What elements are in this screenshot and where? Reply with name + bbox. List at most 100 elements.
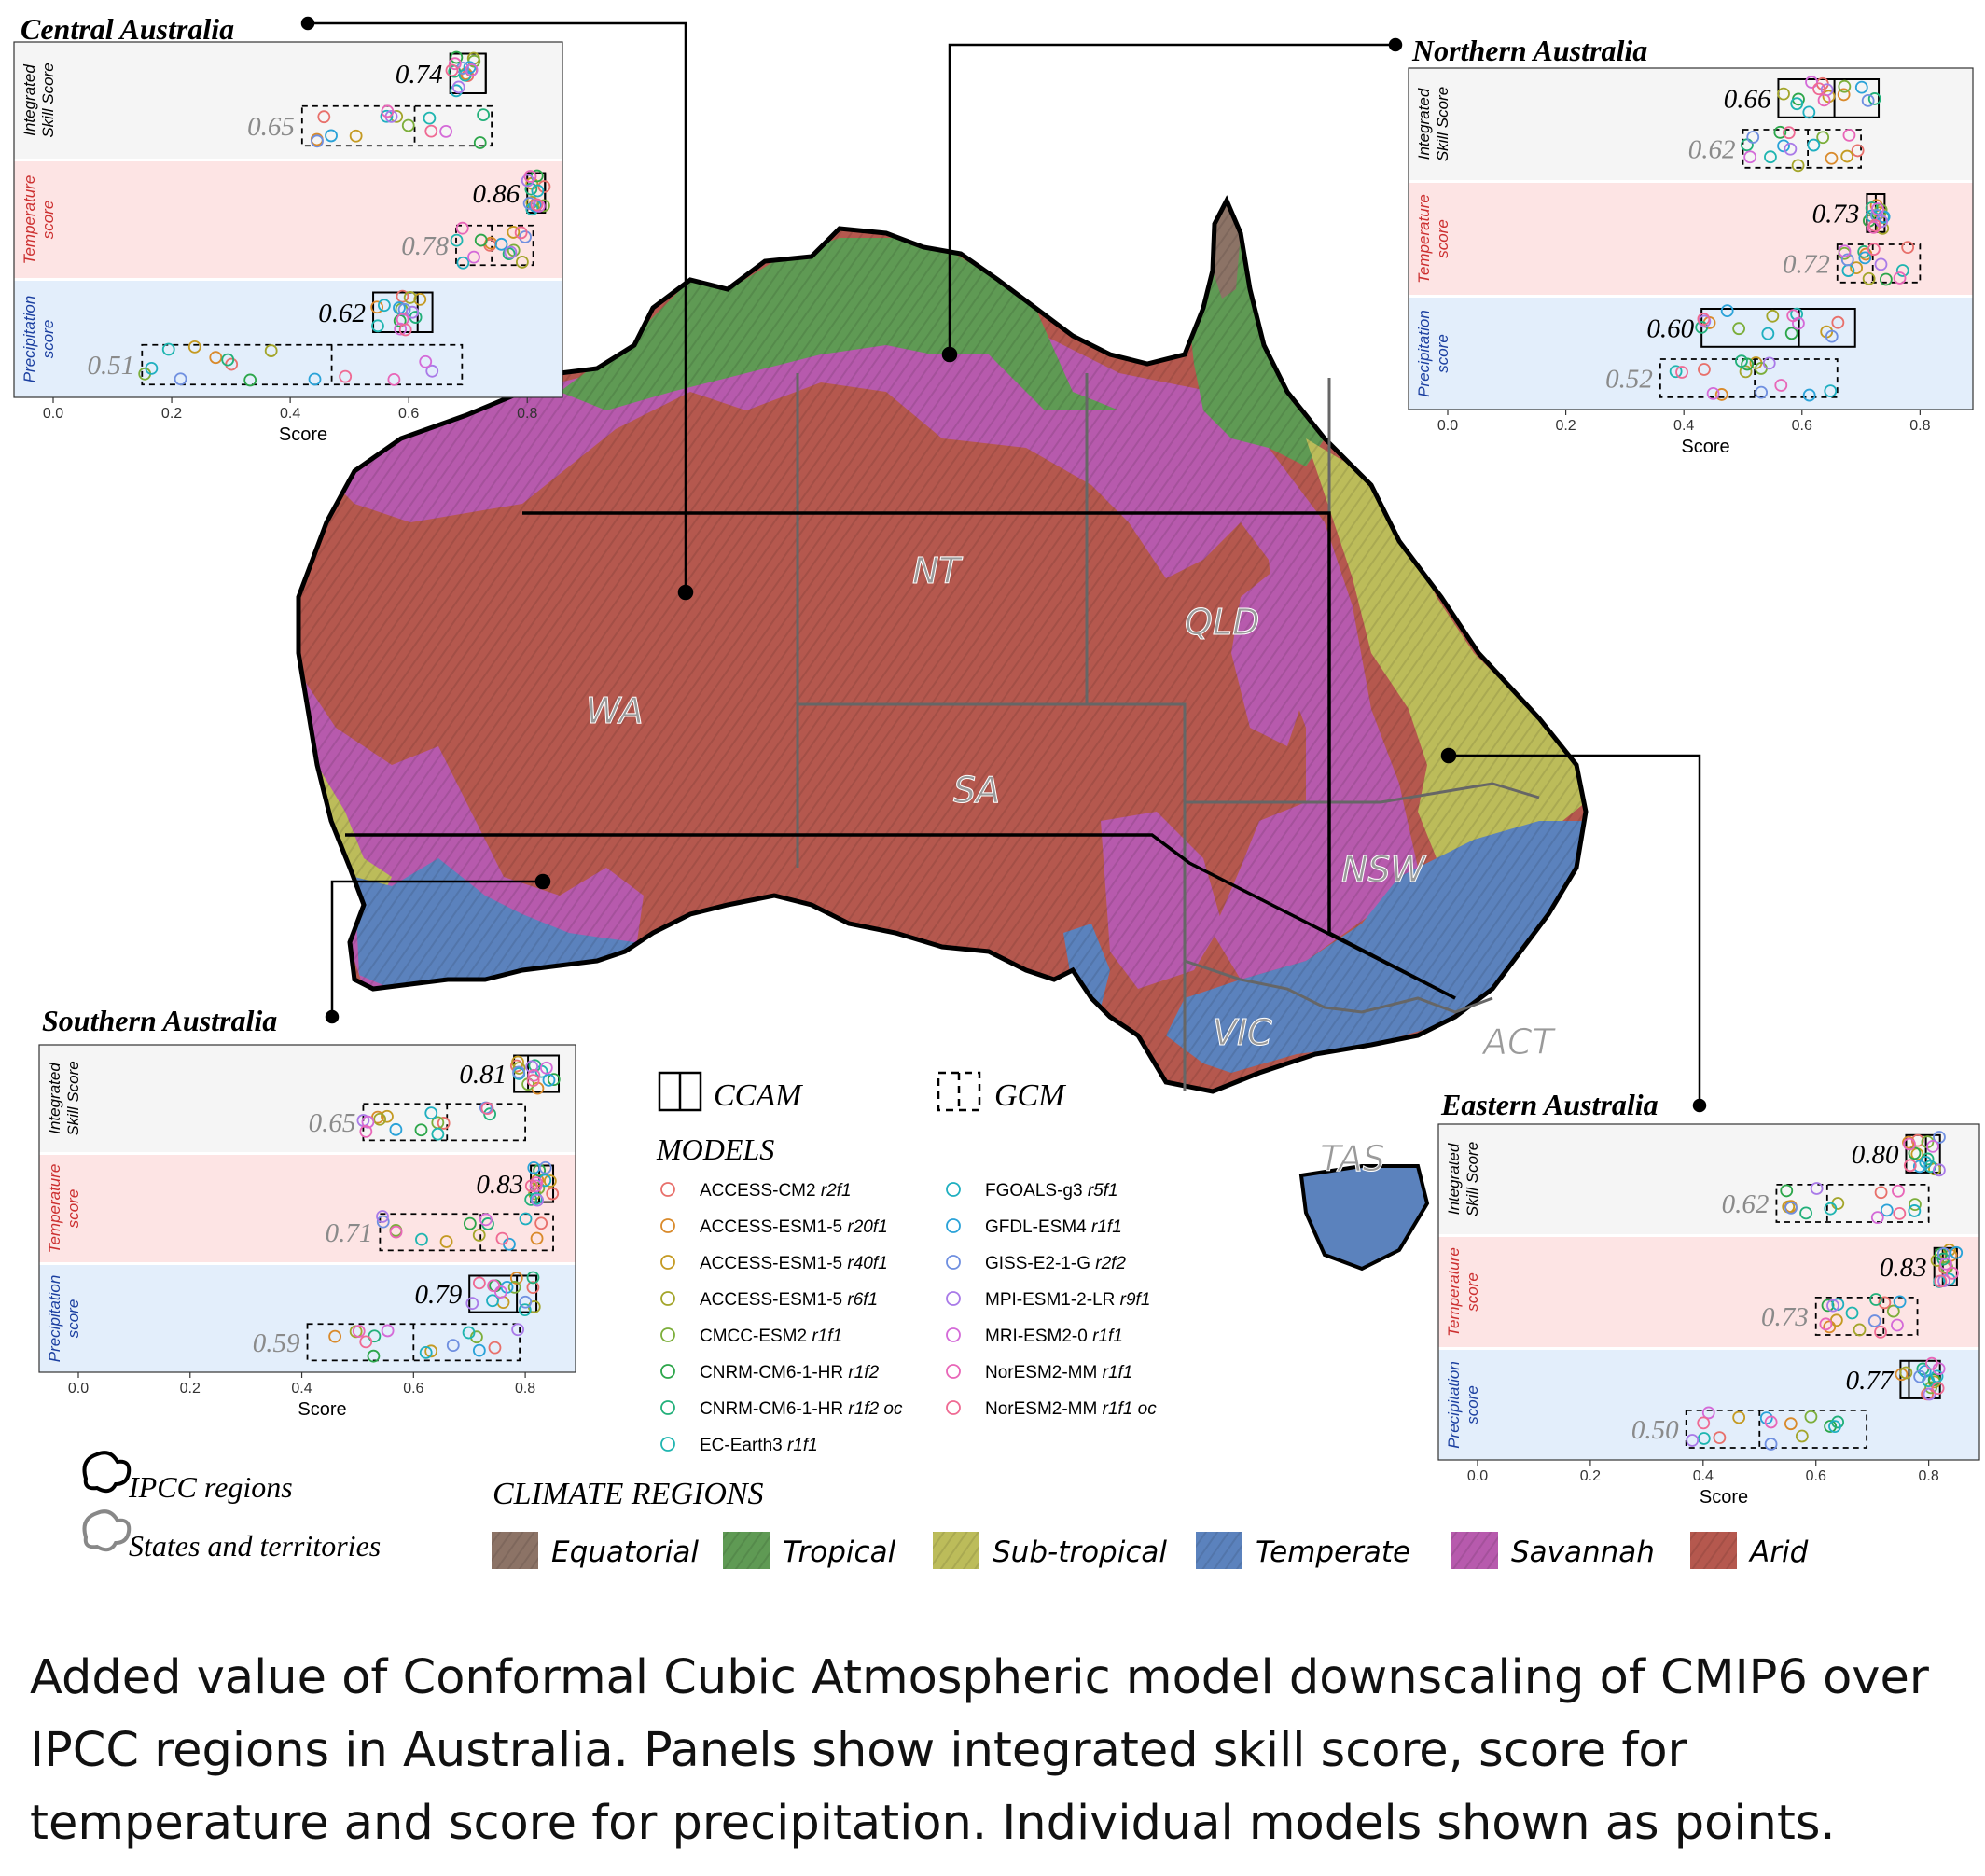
gcm-legend-label: GCM	[994, 1078, 1066, 1113]
gcm-model-point	[264, 344, 278, 357]
gcm-model-point	[1743, 150, 1757, 164]
climate-regions-title: CLIMATE REGIONS	[493, 1477, 764, 1511]
model-legend-marker	[660, 1437, 675, 1452]
climate-region-item: Arid	[1690, 1532, 1809, 1569]
gcm-model-point	[502, 247, 516, 260]
gcm-box	[1659, 358, 1839, 398]
leader-dot-eastern	[1692, 1098, 1707, 1113]
gcm-model-point	[530, 1231, 544, 1245]
ccam-model-point	[529, 1191, 543, 1205]
ccam-model-point	[463, 61, 477, 75]
row-label-line: Integrated	[1445, 1143, 1463, 1215]
gcm-model-point	[1874, 257, 1888, 271]
model-legend-label: GFDL-ESM4 r1f1	[985, 1217, 1122, 1237]
gcm-model-point	[1878, 1296, 1892, 1310]
panel-frame	[1437, 1123, 1980, 1461]
gcm-model-point	[1821, 1299, 1835, 1313]
gcm-model-point	[431, 1127, 445, 1141]
ccam-model-point	[543, 1174, 557, 1188]
x-tick-label: 0.6	[403, 1381, 423, 1397]
gcm-model-point	[504, 245, 518, 259]
gcm-model-point	[472, 1343, 486, 1357]
climate-region-item: Sub-tropical	[933, 1532, 1167, 1569]
model-legend-item: GFDL-ESM4 r1f1	[946, 1217, 1122, 1237]
row-label-line: score	[1464, 1385, 1481, 1424]
x-tick-label: 0.2	[180, 1381, 201, 1397]
ccam-model-point	[507, 1280, 521, 1294]
ccam-model-point	[523, 170, 537, 183]
gcm-model-point	[1784, 1202, 1798, 1215]
ccam-model-point	[1927, 1373, 1941, 1386]
panel-frame	[38, 1044, 576, 1373]
gcm-model-point	[1686, 1434, 1700, 1447]
gcm-model-point	[1755, 385, 1769, 399]
gcm-model-point	[1853, 1323, 1867, 1337]
model-legend-label: MRI-ESM2-0 r1f1	[985, 1327, 1123, 1346]
gcm-model-point	[511, 1323, 525, 1337]
row-label-line: Integrated	[21, 64, 38, 136]
gcm-model-point	[1764, 150, 1777, 164]
model-legend-item: ACCESS-ESM1-5 r6f1	[660, 1290, 878, 1310]
gcm-model-point	[425, 364, 439, 378]
gcm-model-point	[1842, 128, 1856, 142]
x-tick-label: 0.8	[515, 1381, 535, 1397]
state-label-tas: TAS	[1320, 1138, 1385, 1179]
ccam-model-point	[396, 289, 409, 303]
ccam-model-point	[532, 199, 546, 213]
gcm-median-label: 0.62	[1688, 134, 1736, 164]
coastline	[296, 195, 1589, 1094]
gcm-model-point	[1824, 1202, 1838, 1216]
gcm-model-point	[1862, 271, 1876, 285]
gcm-model-point	[1816, 131, 1830, 145]
ccam-model-point	[519, 1295, 533, 1309]
model-legend-label: ACCESS-ESM1-5 r20f1	[700, 1217, 888, 1237]
gcm-model-point	[1886, 1304, 1900, 1318]
gcm-model-point	[1764, 1438, 1778, 1451]
ccam-model-point	[1837, 88, 1851, 102]
ccam-model-point	[1926, 1139, 1939, 1153]
gcm-model-point	[1895, 264, 1909, 277]
model-legend-marker	[946, 1400, 961, 1415]
gcm-model-point	[1828, 1420, 1841, 1434]
figure: WA NT QLD SA NSW VIC ACT TAS Central Aus…	[13, 12, 1980, 1569]
ccam-legend-label: CCAM	[714, 1078, 803, 1113]
row-label-line: Precipitation	[1415, 310, 1433, 397]
x-axis-label: Score	[298, 1399, 346, 1420]
gcm-model-point	[174, 372, 187, 386]
ccam-model-point	[1946, 1266, 1959, 1280]
model-legend-item: EC-Earth3 r1f1	[660, 1436, 818, 1455]
gcm-model-point	[424, 1106, 438, 1120]
legend: CCAM GCM MODELS ACCESS-CM2 r2f1 ACCESS-ES…	[82, 1071, 1809, 1569]
gcm-median-label: 0.78	[401, 231, 449, 261]
ccam-model-point	[1805, 76, 1818, 89]
gcm-model-point	[373, 1112, 387, 1126]
ccam-median-label: 0.83	[476, 1170, 523, 1200]
panel-row-bg	[1409, 183, 1973, 295]
ccam-model-point	[371, 319, 384, 333]
boundary-legend: IPCC regions States and territories	[82, 1451, 381, 1563]
gcm-model-point	[1739, 365, 1753, 379]
model-legend-item: CNRM-CM6-1-HR r1f2 oc	[660, 1399, 903, 1419]
gcm-box	[1836, 243, 1922, 284]
ccam-model-point	[1766, 309, 1780, 323]
state-label-nt: NT	[912, 550, 963, 591]
row-label-line: Skill Score	[64, 1061, 82, 1135]
x-axis-label: Score	[1700, 1487, 1748, 1508]
gcm-model-point	[1824, 1420, 1838, 1433]
tasmania-temperate	[1298, 1164, 1430, 1272]
gcm-model-point	[519, 1212, 533, 1226]
gcm-median-label: 0.71	[326, 1218, 373, 1248]
gcm-model-point	[1824, 384, 1838, 398]
row-label-line: Integrated	[1415, 88, 1433, 160]
gcm-model-point	[437, 1117, 451, 1130]
gcm-model-point	[415, 1232, 428, 1246]
gcm-box	[379, 1213, 554, 1252]
gcm-model-point	[1901, 241, 1915, 255]
ccam-model-point	[377, 299, 391, 313]
ccam-median-label: 0.73	[1812, 199, 1860, 229]
gcm-model-point	[1840, 253, 1854, 267]
ccam-model-point	[526, 1074, 540, 1088]
model-legend-marker	[946, 1327, 961, 1342]
gcm-model-point	[1851, 144, 1865, 158]
gcm-model-point	[376, 1210, 389, 1223]
